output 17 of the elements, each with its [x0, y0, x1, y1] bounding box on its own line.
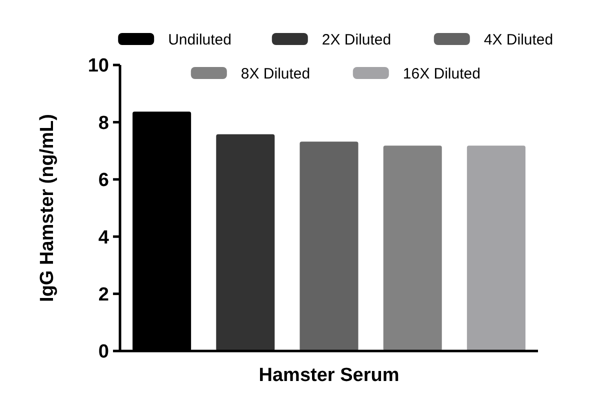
bar	[216, 134, 275, 351]
legend-label: 2X Diluted	[322, 31, 392, 48]
y-tick-label: 0	[98, 342, 109, 363]
bar	[466, 146, 526, 351]
y-axis-title: IgG Hamster (ng/mL)	[37, 114, 58, 302]
bar	[300, 142, 358, 351]
legend-label: 4X Diluted	[484, 31, 554, 48]
y-tick-label: 10	[88, 56, 109, 77]
bar	[383, 146, 442, 351]
x-axis-title: Hamster Serum	[258, 365, 400, 386]
legend-label: Undiluted	[168, 31, 232, 48]
y-tick-label: 6	[98, 170, 109, 192]
y-tick-label: 2	[98, 284, 109, 306]
legend-label: 16X Diluted	[402, 65, 480, 82]
y-tick-label: 8	[98, 112, 109, 134]
y-tick-label: 4	[98, 227, 110, 248]
legend-label: 8X Diluted	[240, 65, 310, 82]
